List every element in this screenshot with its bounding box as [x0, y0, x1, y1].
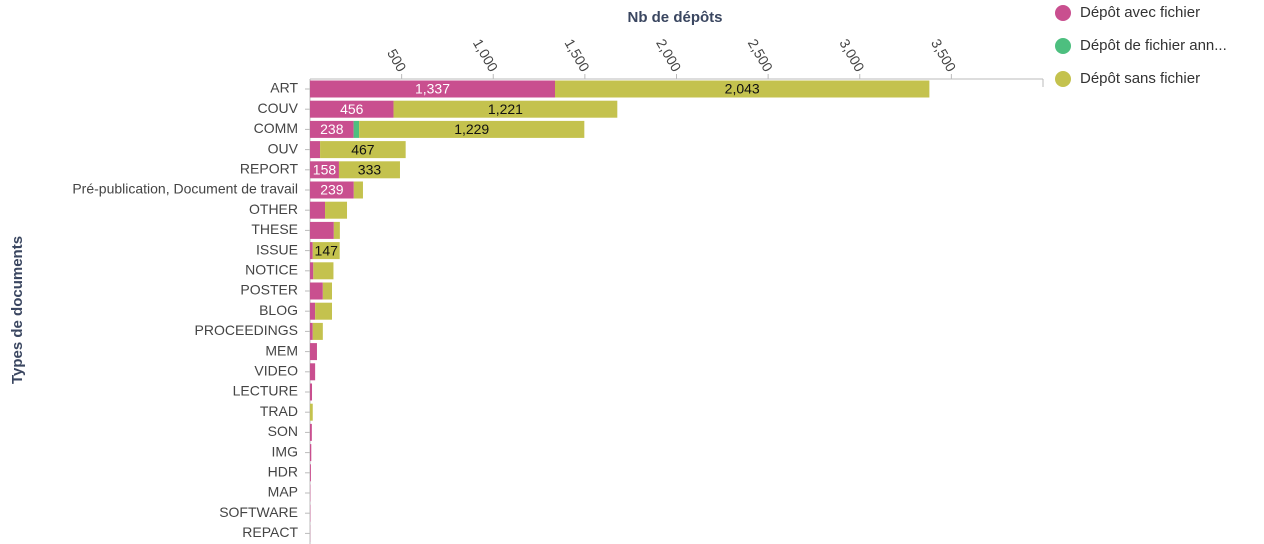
bar-segment — [310, 363, 316, 381]
y-tick-label: IMG — [272, 443, 298, 459]
data-label: 2,043 — [725, 81, 760, 97]
bar-segment — [310, 120, 354, 138]
y-tick-label: SOFTWARE — [219, 504, 298, 520]
data-label: 1,229 — [454, 121, 489, 137]
x-axis-title: Nb de dépôts — [627, 9, 722, 26]
bar-segment — [325, 201, 348, 219]
legend-label: Dépôt avec fichier — [1080, 4, 1200, 21]
x-tick-label: 3,000 — [836, 36, 867, 75]
bar-segment — [310, 302, 316, 320]
bar-segment — [310, 100, 394, 118]
x-tick-label: 3,500 — [928, 36, 959, 75]
bar-segment — [310, 262, 314, 280]
y-tick-label: PROCEEDINGS — [195, 322, 298, 338]
bar-segment — [310, 423, 312, 441]
legend-swatch — [1055, 38, 1071, 54]
bar-segment — [310, 383, 313, 401]
y-tick-label: ART — [270, 80, 298, 96]
bar-segment — [313, 262, 334, 280]
bar-segment — [555, 80, 930, 98]
data-label: 239 — [320, 182, 344, 198]
y-tick-label: HDR — [268, 464, 298, 480]
x-tick-label: 1,500 — [562, 36, 593, 75]
bar-segment — [310, 201, 326, 219]
y-tick-label: REPACT — [242, 524, 298, 540]
bar-segment — [393, 100, 618, 118]
bar-segment — [310, 181, 354, 199]
bar-segment — [310, 221, 334, 239]
bar-segment — [310, 80, 556, 98]
y-tick-label: COUV — [258, 100, 299, 116]
data-label: 1,221 — [488, 101, 523, 117]
x-tick-label: 2,500 — [745, 36, 776, 75]
data-label: 333 — [358, 162, 382, 178]
x-tick-label: 1,000 — [470, 36, 501, 75]
y-tick-label: OUV — [268, 140, 299, 156]
bar-segment — [310, 141, 321, 159]
legend-label: Dépôt sans fichier — [1080, 70, 1200, 87]
legend-swatch — [1055, 71, 1071, 87]
y-tick-label: LECTURE — [233, 383, 298, 399]
y-tick-label: TRAD — [260, 403, 298, 419]
y-tick-label: MEM — [265, 342, 298, 358]
data-label: 238 — [320, 121, 344, 137]
bar-segment — [359, 120, 585, 138]
y-tick-label: COMM — [254, 120, 298, 136]
data-label: 1,337 — [415, 81, 450, 97]
x-tick-label: 500 — [384, 46, 410, 74]
bar-segment — [312, 242, 340, 260]
y-axis-title: Types de documents — [9, 236, 26, 384]
y-tick-label: ISSUE — [256, 241, 298, 257]
x-tick-label: 2,000 — [653, 36, 684, 75]
bar-segment — [310, 161, 339, 179]
bar-segment — [312, 322, 323, 340]
bar-segment — [320, 141, 406, 159]
bar-segment — [322, 282, 332, 300]
bar-segment — [310, 464, 311, 482]
bar-segment — [353, 181, 363, 199]
y-tick-label: BLOG — [259, 302, 298, 318]
bar-segment — [333, 221, 340, 239]
bar-segment — [310, 242, 313, 260]
y-tick-label: POSTER — [240, 282, 298, 298]
data-label: 158 — [313, 162, 337, 178]
y-tick-label: Pré-publication, Document de travail — [72, 181, 298, 197]
bar-segment — [310, 322, 313, 340]
bar-segment — [310, 282, 323, 300]
y-tick-label: VIDEO — [254, 363, 298, 379]
bar-segment — [310, 343, 317, 361]
y-tick-label: OTHER — [249, 201, 298, 217]
data-label: 147 — [315, 242, 339, 258]
y-tick-label: NOTICE — [245, 262, 298, 278]
y-tick-label: REPORT — [240, 161, 299, 177]
data-label: 467 — [351, 141, 375, 157]
y-tick-label: SON — [268, 423, 298, 439]
bar-segment — [315, 302, 332, 320]
legend-label: Dépôt de fichier ann... — [1080, 37, 1227, 54]
y-tick-label: MAP — [268, 484, 298, 500]
legend-swatch — [1055, 5, 1071, 21]
data-label: 456 — [340, 101, 364, 117]
y-tick-label: THESE — [251, 221, 298, 237]
bar-segment — [310, 444, 312, 462]
bar-segment — [310, 403, 313, 421]
bar-segment — [353, 120, 360, 138]
bar-segment — [338, 161, 400, 179]
